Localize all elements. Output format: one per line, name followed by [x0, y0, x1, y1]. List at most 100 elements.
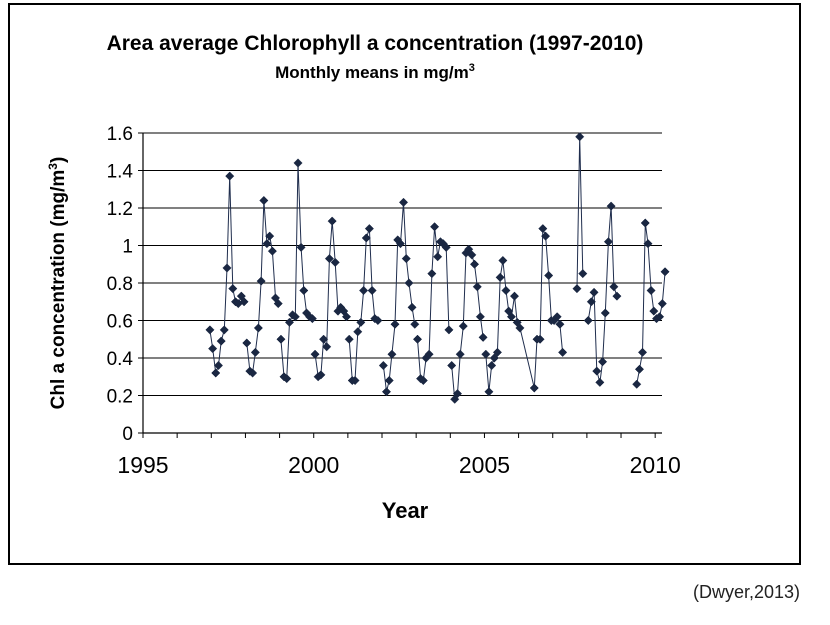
data-point-marker	[583, 315, 593, 326]
data-point-marker	[529, 383, 539, 393]
data-point-marker	[660, 267, 670, 277]
data-point-marker	[646, 285, 656, 296]
data-point-marker	[433, 252, 443, 262]
data-point-marker	[495, 272, 505, 282]
data-point-marker	[478, 332, 488, 342]
chlorophyll-line-chart: Area average Chlorophyll a concentration…	[46, 32, 681, 523]
data-point-marker	[284, 317, 295, 327]
series-line-segment	[246, 200, 279, 374]
data-point-marker	[267, 246, 277, 256]
data-point-marker	[492, 347, 502, 357]
data-point-marker	[353, 327, 363, 337]
data-point-marker	[253, 323, 263, 333]
data-point-marker	[364, 224, 374, 234]
data-point-marker	[498, 255, 508, 266]
data-point-marker	[361, 233, 371, 243]
data-point-marker	[219, 325, 229, 335]
data-point-marker	[603, 237, 613, 247]
data-point-marker	[316, 370, 326, 380]
series-line-segment	[382, 202, 416, 392]
data-point-marker	[427, 269, 437, 279]
data-point-marker	[444, 325, 454, 335]
y-tick-label: 0.6	[107, 312, 133, 333]
y-tick-label: 0	[122, 424, 133, 445]
data-point-marker	[398, 197, 409, 207]
data-point-marker	[356, 317, 366, 327]
data-point-marker	[228, 284, 238, 294]
series-line-segment	[209, 176, 245, 374]
data-point-marker	[430, 222, 440, 232]
data-point-marker	[598, 357, 608, 367]
data-point-marker	[256, 276, 266, 286]
data-point-marker	[595, 377, 605, 387]
series-line-segment	[280, 162, 313, 380]
data-point-marker	[401, 254, 411, 264]
data-point-marker	[634, 364, 645, 374]
data-point-marker	[410, 319, 420, 329]
y-tick-label: 0.4	[107, 349, 134, 370]
data-point-marker	[407, 302, 417, 312]
data-point-marker	[367, 285, 377, 296]
series-line-segment	[314, 221, 347, 378]
data-point-marker	[472, 282, 482, 292]
data-point-marker	[387, 349, 397, 359]
y-tick-label: 1.6	[107, 124, 133, 145]
data-point-marker	[208, 344, 218, 354]
data-point-marker	[586, 297, 596, 307]
data-point-marker	[205, 325, 215, 335]
data-point-marker	[404, 278, 414, 288]
data-point-marker	[216, 336, 226, 346]
data-point-marker	[447, 360, 457, 371]
data-point-marker	[487, 360, 497, 371]
data-point-marker	[535, 334, 545, 344]
data-point-marker	[418, 375, 428, 386]
data-point-marker	[248, 368, 258, 378]
series-line-segment	[636, 222, 655, 385]
data-point-marker	[273, 299, 283, 309]
x-tick-label: 2010	[630, 452, 681, 478]
data-point-marker	[412, 334, 423, 344]
data-point-marker	[239, 297, 249, 307]
source-citation: (Dwyer,2013)	[692, 582, 800, 602]
data-point-marker	[612, 291, 622, 301]
x-axis-label: Year	[382, 498, 429, 523]
data-point-marker	[515, 323, 525, 333]
data-point-marker	[509, 291, 520, 301]
data-point-marker	[592, 366, 602, 376]
data-point-marker	[344, 334, 354, 344]
data-point-marker	[637, 347, 648, 357]
y-tick-label: 1	[122, 237, 133, 258]
data-point-marker	[552, 312, 562, 322]
data-point-marker	[299, 285, 309, 296]
data-point-marker	[578, 269, 588, 279]
data-point-marker	[575, 132, 585, 142]
data-point-marker	[458, 321, 468, 331]
data-point-marker	[324, 254, 334, 264]
data-point-marker	[341, 312, 352, 322]
data-point-marker	[390, 319, 400, 329]
data-point-marker	[475, 312, 485, 322]
data-point-marker	[373, 315, 383, 326]
chart-title: Area average Chlorophyll a concentration…	[107, 32, 644, 55]
data-point-marker	[307, 314, 317, 324]
data-point-marker	[501, 285, 511, 296]
data-point-marker	[359, 285, 369, 296]
data-point-marker	[657, 299, 667, 309]
data-point-marker	[225, 171, 235, 181]
y-tick-label: 0.8	[107, 274, 133, 295]
data-point-marker	[330, 257, 340, 267]
x-tick-label: 1995	[117, 452, 168, 478]
data-point-marker	[322, 342, 332, 352]
data-point-marker	[441, 242, 451, 252]
data-point-marker	[293, 158, 303, 168]
data-point-marker	[319, 334, 329, 344]
data-point-marker	[555, 319, 565, 329]
data-point-marker	[643, 239, 653, 249]
data-point-marker	[242, 338, 252, 348]
data-point-marker	[606, 201, 616, 211]
y-axis-label: Chl a concentration (mg/m3)	[46, 157, 69, 410]
data-point-marker	[600, 308, 610, 318]
y-tick-label: 1.2	[107, 199, 133, 220]
data-point-marker	[467, 250, 477, 260]
series-line-segment	[451, 248, 484, 402]
